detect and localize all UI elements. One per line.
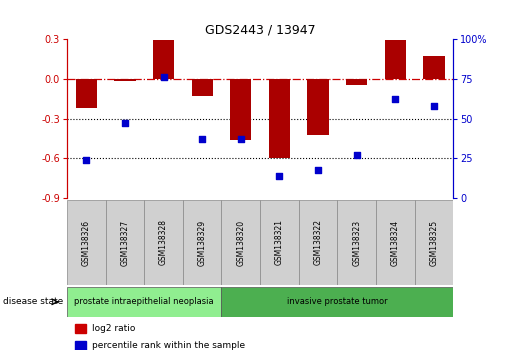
Bar [260,200,299,285]
Bar [153,40,174,79]
Bar [346,79,367,85]
Bar [76,79,97,108]
Point [236,137,245,142]
Text: disease state: disease state [3,297,63,306]
Text: GSM138326: GSM138326 [82,219,91,266]
Text: invasive prostate tumor: invasive prostate tumor [287,297,388,306]
Bar [337,200,376,285]
Bar [144,200,183,285]
Text: GSM138320: GSM138320 [236,219,245,266]
Bar [183,200,221,285]
Bar [423,56,444,79]
Bar [75,341,87,349]
Text: percentile rank within the sample: percentile rank within the sample [92,341,245,349]
Bar [221,287,453,317]
Bar [106,200,144,285]
Bar [376,200,415,285]
Point [159,74,167,80]
Point [352,153,360,158]
Text: GSM138324: GSM138324 [391,219,400,266]
Text: log2 ratio: log2 ratio [92,324,135,333]
Bar [269,79,290,159]
Bar [114,79,135,81]
Text: GSM138325: GSM138325 [430,219,438,266]
Text: GSM138328: GSM138328 [159,219,168,266]
Bar [221,200,260,285]
Bar [67,287,221,317]
Bar [67,200,106,285]
Text: GSM138327: GSM138327 [121,219,129,266]
Text: GSM138323: GSM138323 [352,219,361,266]
Bar [299,200,337,285]
Text: GSM138322: GSM138322 [314,219,322,266]
Bar [307,79,329,135]
Point [82,157,91,163]
Bar [385,40,406,79]
Title: GDS2443 / 13947: GDS2443 / 13947 [205,23,315,36]
Point [391,97,400,102]
Text: prostate intraepithelial neoplasia: prostate intraepithelial neoplasia [74,297,214,306]
Point [121,120,129,126]
Bar [75,324,87,333]
Text: GSM138329: GSM138329 [198,219,207,266]
Point [430,103,438,109]
Point [275,173,283,179]
Bar [230,79,251,140]
Text: GSM138321: GSM138321 [275,219,284,266]
Bar [415,200,453,285]
Point [198,137,206,142]
Point [314,167,322,172]
Bar [192,79,213,96]
